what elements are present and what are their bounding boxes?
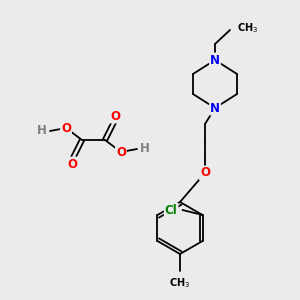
Text: H: H xyxy=(37,124,47,137)
Text: N: N xyxy=(210,101,220,115)
Text: CH$_3$: CH$_3$ xyxy=(237,21,258,35)
Text: O: O xyxy=(116,146,126,158)
Text: O: O xyxy=(200,167,210,179)
Text: O: O xyxy=(110,110,120,122)
Text: O: O xyxy=(67,158,77,170)
Text: O: O xyxy=(61,122,71,134)
Text: Cl: Cl xyxy=(165,203,178,217)
Text: H: H xyxy=(140,142,150,155)
Text: N: N xyxy=(210,53,220,67)
Text: CH$_3$: CH$_3$ xyxy=(169,276,190,290)
